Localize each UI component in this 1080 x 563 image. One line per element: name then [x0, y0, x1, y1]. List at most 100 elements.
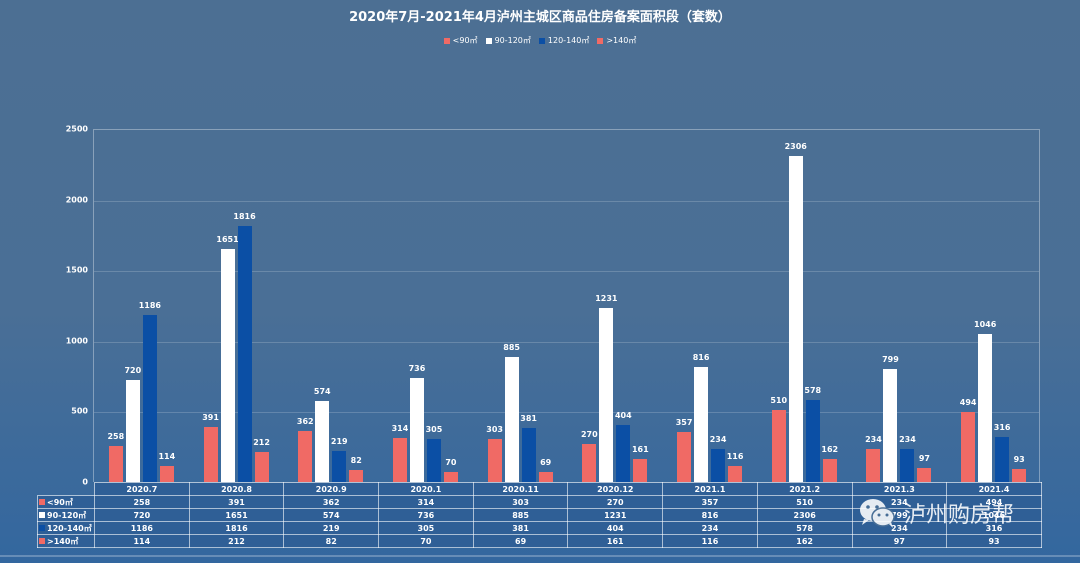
- table-header-cell: 2020.12: [567, 482, 664, 496]
- data-label: 574: [313, 386, 331, 396]
- legend-label: 120-140㎡: [547, 36, 590, 45]
- gridline: [94, 200, 1039, 202]
- legend-label: <90㎡: [452, 36, 478, 45]
- y-tick-label: 500: [71, 406, 88, 416]
- table-header-cell: 2020.9: [283, 482, 380, 496]
- data-label: 270: [580, 429, 598, 439]
- bar: [254, 452, 269, 482]
- chart-title: 2020年7月-2021年4月泸州主城区商品住房备案面积段（套数）: [349, 10, 731, 25]
- data-label: 1231: [595, 294, 618, 304]
- bar: [332, 451, 347, 482]
- table-cell: 885: [472, 508, 569, 522]
- data-label: 70: [445, 458, 457, 468]
- bar: [711, 448, 726, 482]
- bar: [900, 448, 915, 482]
- bar: [633, 459, 648, 482]
- data-label: 258: [107, 431, 125, 441]
- divider: [0, 555, 1080, 557]
- legend-item: 120-140㎡: [538, 35, 590, 46]
- bar: [788, 156, 803, 482]
- table-cell: 161: [567, 534, 664, 548]
- table-cell: 305: [378, 521, 474, 535]
- plot-area: 258 720 1186 114 391 1651 1816 212 362 574 219 82 31…: [93, 129, 1040, 482]
- table-cell: 391: [188, 495, 285, 509]
- legend-item: <90㎡: [443, 35, 478, 46]
- bar: [866, 448, 881, 482]
- table-header-cell: 2020.7: [94, 482, 190, 496]
- bar: [694, 366, 709, 482]
- table-row-key: >140㎡: [37, 534, 95, 548]
- bar: [822, 459, 837, 482]
- bar: [108, 445, 123, 482]
- table-cell: 69: [472, 534, 569, 548]
- gridline: [94, 412, 1039, 414]
- table-cell: 1816: [188, 521, 285, 535]
- table-header-cell: 2020.1: [378, 482, 474, 496]
- bar: [426, 438, 441, 482]
- table-cell: 97: [851, 534, 948, 548]
- table-cell: 314: [378, 495, 474, 509]
- table-row: 90-120㎡ 720 1651 574 736 885 1231 816 2306 799 104…: [37, 508, 1042, 522]
- data-label: 816: [692, 352, 710, 362]
- bar: [995, 437, 1010, 482]
- table-cell: 270: [567, 495, 664, 509]
- bar: [315, 400, 330, 482]
- bar: [125, 380, 140, 482]
- table-cell: 234: [851, 521, 948, 535]
- bar: [677, 431, 692, 482]
- data-label: 161: [631, 445, 649, 455]
- data-label: 116: [726, 451, 744, 461]
- data-label: 212: [253, 438, 270, 448]
- table-cell: 816: [662, 508, 758, 522]
- table-cell: 212: [188, 534, 285, 548]
- data-label: 391: [202, 412, 219, 422]
- data-label: 114: [158, 451, 176, 461]
- data-label: 314: [391, 423, 409, 433]
- data-label: 2306: [784, 142, 807, 152]
- data-label: 1046: [974, 320, 997, 330]
- table-cell: 736: [378, 508, 474, 522]
- bar: [616, 424, 631, 482]
- wechat-icon: [860, 499, 895, 528]
- bar: [582, 443, 597, 482]
- bar: [728, 465, 743, 482]
- bar: [504, 357, 519, 482]
- data-label: 494: [959, 398, 977, 408]
- data-label: 316: [993, 423, 1011, 433]
- data-label: 234: [865, 434, 882, 444]
- bar: [805, 400, 820, 482]
- bar: [203, 426, 218, 482]
- legend-item: 90-120㎡: [485, 35, 531, 46]
- bar: [917, 468, 932, 482]
- data-label: 404: [614, 410, 632, 420]
- gridline: [94, 271, 1039, 273]
- legend-item: >140㎡: [597, 35, 636, 46]
- bar: [599, 308, 614, 482]
- data-label: 1186: [138, 300, 161, 310]
- y-tick-label: 2500: [65, 124, 88, 134]
- bar: [487, 439, 502, 482]
- table-cell: 1651: [188, 508, 285, 522]
- table-cell: 219: [283, 521, 380, 535]
- legend-swatch: [538, 37, 545, 44]
- bar: [220, 248, 235, 482]
- table-cell: 720: [94, 508, 190, 522]
- table-cell: 381: [472, 521, 569, 535]
- table-corner: [37, 482, 95, 496]
- bar: [142, 314, 157, 482]
- bar: [409, 378, 424, 482]
- table-cell: 93: [946, 534, 1042, 548]
- data-label: 720: [124, 366, 142, 376]
- data-label: 578: [804, 386, 822, 396]
- data-label: 234: [709, 434, 727, 444]
- data-label: 303: [486, 425, 503, 435]
- data-label: 234: [899, 434, 916, 444]
- data-label: 1816: [233, 211, 256, 221]
- table-header-cell: 2021.3: [851, 482, 948, 496]
- gridline: [94, 341, 1039, 343]
- bar: [771, 410, 786, 482]
- y-tick-label: 2000: [65, 195, 88, 205]
- table-cell: 362: [283, 495, 380, 509]
- table-cell: 303: [472, 495, 569, 509]
- data-label: 93: [1013, 454, 1025, 464]
